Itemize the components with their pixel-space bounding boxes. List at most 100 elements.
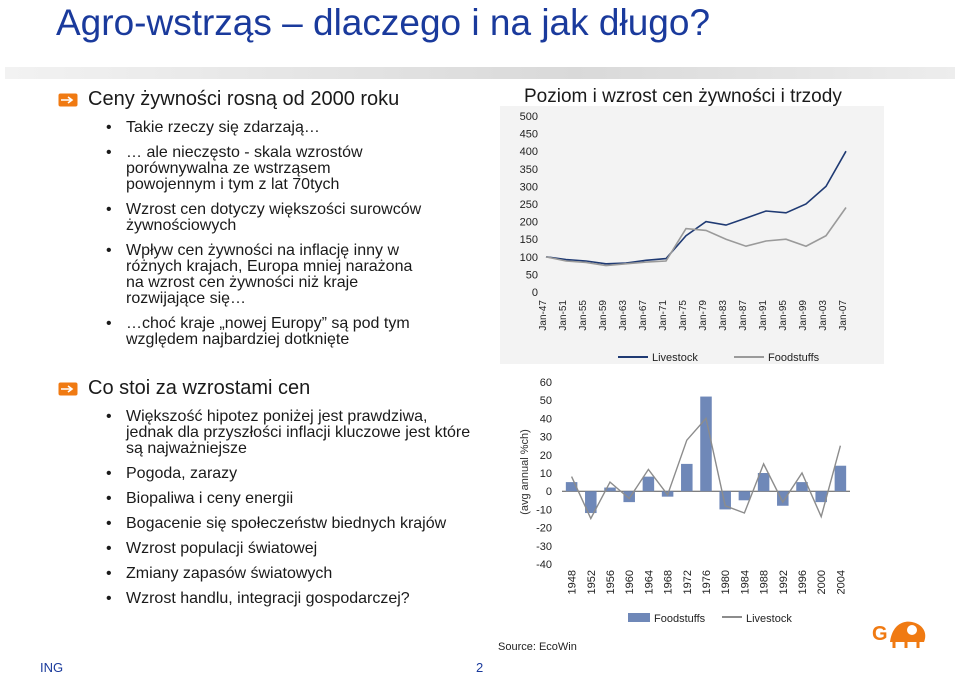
series-line-livestock xyxy=(545,150,847,265)
y-tick-label: 250 xyxy=(520,199,538,211)
x-tick-label: Jan-03 xyxy=(818,300,829,331)
bar xyxy=(604,487,616,492)
section-food-prices: Ceny żywności rosną od 2000 roku Takie r… xyxy=(58,88,478,348)
list-item: Wzrost populacji światowej xyxy=(58,541,478,558)
bar xyxy=(681,463,693,492)
bar xyxy=(796,482,808,492)
x-tick-label: Jan-83 xyxy=(718,300,729,331)
title-divider xyxy=(5,67,955,79)
list-item: Pogoda, zarazy xyxy=(58,466,478,483)
x-tick-label: 1956 xyxy=(605,570,617,594)
list-item: Bogacenie się społeczeństw biednych kraj… xyxy=(58,516,456,533)
bar xyxy=(642,476,655,492)
legend-swatch xyxy=(628,613,650,622)
chart-title: Poziom i wzrost cen żywności i trzody xyxy=(524,86,842,107)
legend-label: Foodstuffs xyxy=(654,613,706,625)
x-tick-label: 1992 xyxy=(778,570,790,594)
bar xyxy=(757,473,770,492)
y-tick-label: 50 xyxy=(526,269,538,281)
y-tick-label: -20 xyxy=(536,523,552,535)
list-item: Biopaliwa i ceny energii xyxy=(58,491,478,508)
source-note: Source: EcoWin xyxy=(498,641,577,653)
x-tick-label: 1964 xyxy=(643,570,655,594)
y-axis-label: (avg annual %ch) xyxy=(519,429,531,515)
arrow-box-icon xyxy=(58,93,78,106)
x-tick-label: 1948 xyxy=(567,570,579,594)
x-tick-label: Jan-99 xyxy=(798,300,809,331)
section-heading: Co stoi za wzrostami cen xyxy=(58,377,478,400)
bar xyxy=(700,396,712,492)
x-tick-label: Jan-75 xyxy=(678,300,689,331)
x-tick-label: Jan-87 xyxy=(738,300,749,331)
x-tick-label: 1988 xyxy=(759,570,771,594)
bar xyxy=(834,465,847,492)
section-heading-text: Co stoi za wzrostami cen xyxy=(88,377,311,399)
y-tick-label: 10 xyxy=(540,468,552,480)
series-line-livestock xyxy=(570,416,842,521)
x-tick-label: Jan-79 xyxy=(698,300,709,331)
ing-lion-logo: G xyxy=(872,621,926,648)
x-tick-label: 1960 xyxy=(624,570,636,594)
section-heading-text: Ceny żywności rosną od 2000 roku xyxy=(88,88,400,110)
x-tick-label: Jan-07 xyxy=(838,300,849,331)
page-title: Agro-wstrząs – dlaczego i na jak długo? xyxy=(56,2,711,43)
legend-label: Livestock xyxy=(652,352,698,364)
x-tick-label: Jan-55 xyxy=(578,300,589,331)
y-tick-label: 50 xyxy=(540,395,552,407)
y-tick-label: -30 xyxy=(536,541,552,553)
x-tick-label: 1968 xyxy=(663,570,675,594)
bar xyxy=(719,491,731,510)
y-tick-label: 500 xyxy=(520,111,538,123)
list-item: Wpływ cen żywności na inflację inny w ró… xyxy=(58,243,416,307)
bar xyxy=(777,491,789,506)
x-tick-label: Jan-51 xyxy=(558,300,569,331)
y-tick-label: 0 xyxy=(546,486,552,498)
y-tick-label: -40 xyxy=(536,559,552,571)
bar xyxy=(565,482,578,492)
list-item: Większość hipotez poniżej jest prawdziwa… xyxy=(58,409,476,457)
x-tick-label: 1972 xyxy=(682,570,694,594)
y-tick-label: 300 xyxy=(520,181,538,193)
x-tick-label: 1976 xyxy=(701,570,713,594)
section-price-causes: Co stoi za wzrostami cen Większość hipot… xyxy=(58,377,478,607)
list-item: …choć kraje „nowej Europy” są pod tym wz… xyxy=(58,316,416,348)
bar xyxy=(623,491,635,503)
section-heading: Ceny żywności rosną od 2000 roku xyxy=(58,88,478,111)
footer-company: ING xyxy=(40,660,64,675)
list-item: … ale nieczęsto - skala wzrostów porówny… xyxy=(58,145,416,193)
x-tick-label: Jan-71 xyxy=(658,300,669,331)
y-tick-label: 200 xyxy=(520,217,538,229)
x-tick-label: 1980 xyxy=(720,570,732,594)
legend-label: Foodstuffs xyxy=(768,352,820,364)
x-tick-label: Jan-59 xyxy=(598,300,609,331)
y-tick-label: 30 xyxy=(540,432,552,444)
list-item: Zmiany zapasów światowych xyxy=(58,566,478,583)
list-item: Wzrost cen dotyczy większości surowców ż… xyxy=(58,202,426,234)
y-tick-label: 400 xyxy=(520,146,538,158)
arrow-box-icon xyxy=(58,382,78,395)
y-tick-label: 0 xyxy=(532,287,538,299)
y-tick-label: 150 xyxy=(520,234,538,246)
bar xyxy=(815,491,827,503)
x-tick-label: Jan-47 xyxy=(538,300,549,331)
x-tick-label: Jan-67 xyxy=(638,300,649,331)
x-tick-label: 1952 xyxy=(586,570,598,594)
x-tick-label: 2004 xyxy=(835,570,847,594)
y-tick-label: 100 xyxy=(520,252,538,264)
x-tick-label: 1984 xyxy=(739,570,751,594)
list-item: Takie rzeczy się zdarzają… xyxy=(58,120,478,137)
page-number: 2 xyxy=(476,660,484,675)
x-tick-label: Jan-95 xyxy=(778,300,789,331)
bar xyxy=(738,491,751,501)
legend-label: Livestock xyxy=(746,613,792,625)
bar xyxy=(585,491,597,514)
y-tick-label: 40 xyxy=(540,413,552,425)
line-chart-food-prices: 0 50 100 150 200 250 300 350 400 450 500 Jan-47 Jan-… xyxy=(500,106,884,364)
bar-chart-annual-change: (avg annual %ch) -40 -30 -20 -10 0 10 20 30 40 50 6… xyxy=(498,377,850,653)
x-tick-label: Jan-91 xyxy=(758,300,769,331)
y-tick-label: 450 xyxy=(520,129,538,141)
y-tick-label: 60 xyxy=(540,377,552,389)
y-tick-label: -10 xyxy=(536,504,552,516)
x-tick-label: 2000 xyxy=(816,570,828,594)
y-tick-label: 20 xyxy=(540,450,552,462)
